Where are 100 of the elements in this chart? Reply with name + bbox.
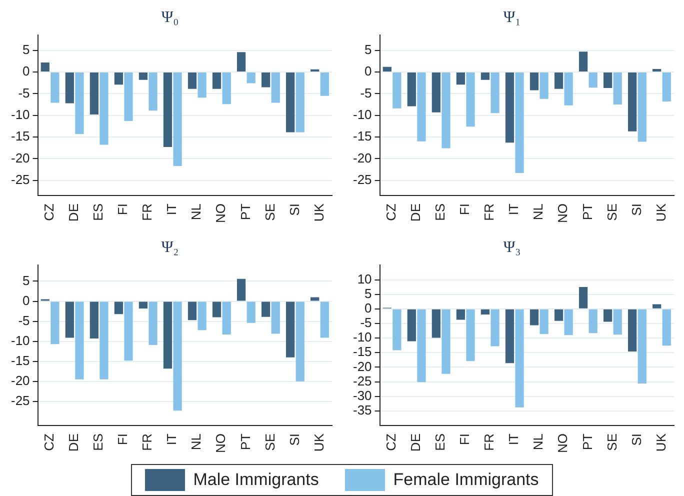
bar bbox=[222, 72, 231, 104]
bar bbox=[466, 72, 475, 127]
bar bbox=[554, 309, 564, 321]
x-tick-label: CZ bbox=[42, 203, 57, 221]
bar bbox=[271, 72, 280, 103]
x-tick-label: NO bbox=[555, 204, 570, 223]
y-tick-label: -5 bbox=[18, 312, 30, 328]
x-tick-label: ES bbox=[90, 433, 106, 451]
x-tick-label: SE bbox=[262, 433, 278, 451]
bar bbox=[114, 302, 124, 314]
x-tick-label: ES bbox=[432, 433, 448, 451]
y-tick-label: 0 bbox=[22, 64, 30, 79]
chart-title: Ψ₁ bbox=[503, 8, 521, 26]
x-tick-label: NO bbox=[555, 434, 570, 453]
bar bbox=[124, 302, 133, 361]
bar bbox=[588, 72, 598, 88]
x-tick-label: DE bbox=[408, 433, 424, 452]
bar bbox=[148, 302, 158, 345]
bar bbox=[198, 302, 206, 330]
y-tick-label: -20 bbox=[352, 358, 372, 374]
x-tick-label: ES bbox=[90, 203, 106, 221]
bar bbox=[271, 302, 280, 334]
bar bbox=[392, 309, 402, 350]
x-tick-label: IT bbox=[506, 433, 522, 446]
bar bbox=[392, 72, 402, 108]
y-tick-label: -25 bbox=[10, 172, 30, 187]
y-tick-label: -20 bbox=[10, 372, 30, 388]
bar bbox=[100, 302, 108, 380]
bar bbox=[163, 302, 172, 369]
y-tick-label: -25 bbox=[352, 172, 372, 187]
legend-label: Female Immigrants bbox=[393, 470, 539, 490]
y-tick-label: -10 bbox=[10, 106, 30, 122]
bar bbox=[296, 72, 304, 132]
x-tick-label: PT bbox=[580, 203, 595, 220]
y-tick-label: -10 bbox=[352, 106, 372, 122]
bar bbox=[578, 287, 588, 308]
x-tick-label: SI bbox=[286, 204, 302, 216]
x-tick-label: DE bbox=[66, 433, 82, 452]
y-tick-label: 5 bbox=[22, 42, 30, 57]
x-tick-label: ES bbox=[432, 203, 448, 221]
bar bbox=[564, 309, 573, 336]
x-tick-label: FR bbox=[140, 204, 155, 221]
x-tick-label: SE bbox=[262, 203, 278, 221]
y-tick-label: -35 bbox=[352, 402, 372, 418]
y-tick-label: -20 bbox=[10, 150, 30, 166]
bar bbox=[407, 309, 416, 342]
x-tick-label: CZ bbox=[42, 433, 57, 451]
bar bbox=[320, 302, 329, 338]
bar bbox=[638, 309, 646, 384]
bar bbox=[628, 309, 637, 352]
bar bbox=[198, 72, 206, 98]
chart-title: Ψ₂ bbox=[161, 238, 179, 256]
x-tick-label: NO bbox=[213, 204, 228, 223]
bar bbox=[652, 304, 662, 308]
bar bbox=[320, 72, 329, 96]
x-tick-label: SI bbox=[286, 434, 302, 446]
bar bbox=[261, 72, 270, 88]
y-tick-label: 0 bbox=[22, 292, 30, 308]
bar bbox=[138, 72, 148, 80]
x-tick-label: NO bbox=[213, 434, 228, 453]
bar bbox=[530, 309, 539, 326]
bar bbox=[417, 309, 426, 382]
x-tick-label: PT bbox=[580, 433, 595, 450]
x-tick-label: SI bbox=[628, 204, 644, 216]
chart-title: Ψ₀ bbox=[161, 8, 179, 26]
y-tick-label: -15 bbox=[10, 128, 30, 144]
bar bbox=[148, 72, 158, 111]
bar bbox=[124, 72, 133, 121]
bar bbox=[286, 302, 295, 358]
bar bbox=[90, 302, 98, 339]
bar bbox=[50, 72, 60, 103]
chart-title: Ψ₃ bbox=[503, 238, 521, 256]
y-tick-label: 5 bbox=[22, 272, 30, 288]
bar bbox=[65, 72, 74, 104]
bar bbox=[40, 62, 50, 72]
x-tick-label: FI bbox=[115, 204, 130, 216]
bar bbox=[554, 72, 564, 89]
x-tick-label: FI bbox=[457, 204, 472, 216]
x-tick-label: SE bbox=[604, 203, 620, 221]
x-tick-label: DE bbox=[408, 203, 424, 222]
bar bbox=[456, 309, 466, 320]
bar bbox=[296, 302, 304, 382]
bar bbox=[246, 302, 256, 323]
x-tick-label: DE bbox=[66, 203, 82, 222]
bar bbox=[188, 72, 197, 89]
bar bbox=[212, 72, 222, 89]
bar bbox=[588, 309, 598, 334]
bar bbox=[578, 52, 588, 72]
bar bbox=[540, 72, 548, 99]
bar bbox=[310, 69, 320, 72]
x-tick-label: FR bbox=[482, 204, 497, 221]
bar bbox=[603, 72, 612, 88]
bar bbox=[212, 302, 222, 318]
y-tick-label: -25 bbox=[10, 393, 30, 408]
x-tick-label: SI bbox=[628, 434, 644, 446]
y-tick-label: -10 bbox=[352, 330, 372, 345]
y-tick-label: -5 bbox=[18, 85, 30, 100]
y-tick-label: -30 bbox=[352, 388, 372, 403]
bar bbox=[286, 72, 295, 132]
x-tick-label: UK bbox=[311, 203, 326, 222]
